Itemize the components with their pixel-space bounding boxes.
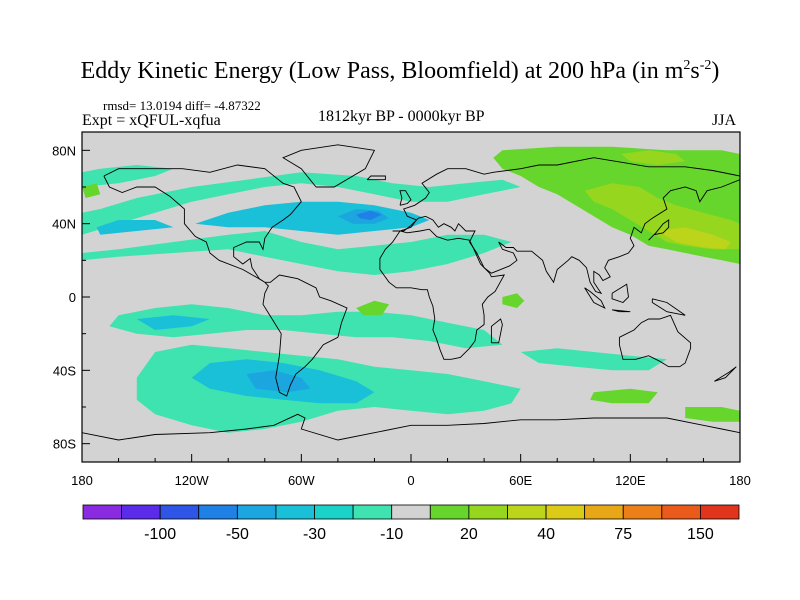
- colorbar-label: -100: [144, 526, 176, 543]
- x-tick-label: 180: [71, 473, 93, 488]
- colorbar-box: [661, 504, 701, 520]
- coastline-2: [282, 144, 376, 188]
- coastline-8: [648, 219, 670, 241]
- chart-title: Eddy Kinetic Energy (Low Pass, Bloomfiel…: [0, 58, 800, 85]
- region-north-pacific-blue: [96, 220, 174, 235]
- y-axis: 80N 40N 0 40S 80S: [52, 143, 90, 452]
- colorbar-box: [82, 504, 122, 520]
- coastline-14: [399, 190, 412, 206]
- y-tick-label: 40N: [52, 217, 76, 232]
- x-tick-label: 120W: [175, 473, 210, 488]
- colorbar-label: -10: [380, 526, 403, 543]
- coastline-1: [262, 274, 348, 397]
- region-south-atlantic-green: [356, 300, 390, 316]
- coastline-9: [82, 413, 740, 441]
- x-tick-label: 180: [729, 473, 751, 488]
- region-north-atlantic-peak: [356, 210, 382, 220]
- coastline-13: [651, 298, 686, 316]
- region-north-atlantic-band: [82, 172, 521, 235]
- x-tick-label: 60E: [509, 473, 532, 488]
- colorbar-box: [700, 504, 740, 520]
- coastline-12: [611, 283, 629, 304]
- coastline-6: [490, 318, 503, 344]
- colorbar-box: [159, 504, 200, 520]
- colorbar-box: [352, 504, 393, 520]
- colorbar-box: [236, 504, 277, 520]
- colorbar-label: 20: [460, 526, 478, 543]
- colorbar-box: [545, 504, 586, 520]
- coastline-10: [584, 287, 606, 310]
- season-label: JJA: [712, 112, 737, 129]
- colorbar-box: [507, 504, 547, 520]
- region-antarctic-green: [685, 407, 740, 422]
- coastline-15: [366, 175, 386, 181]
- colorbar-label: -30: [303, 526, 326, 543]
- contour-fill-layer: [82, 146, 740, 433]
- colorbar-label: 150: [687, 526, 714, 543]
- region-southern-ocean-min: [246, 370, 311, 393]
- x-tick-label: 120E: [615, 473, 646, 488]
- coastline-0: [103, 164, 302, 283]
- colorbar-box: [584, 504, 624, 520]
- title-sup-1: 2: [683, 58, 691, 73]
- colorbar-box: [391, 504, 431, 520]
- region-north-atlantic-core: [195, 201, 430, 235]
- colorbar-box: [121, 504, 161, 520]
- coastline-7: [618, 314, 692, 368]
- colorbar-box: [622, 504, 663, 520]
- region-pacific-max: [657, 227, 731, 250]
- y-tick-label: 0: [69, 290, 76, 305]
- colorbar-box: [429, 504, 470, 520]
- region-north-atlantic-band-b: [82, 231, 512, 275]
- region-south-indian-green: [590, 388, 658, 404]
- coastline-16: [714, 366, 737, 382]
- colorbar: [82, 504, 740, 520]
- experiment-label: Expt = xQFUL-xqfua: [82, 112, 221, 129]
- coastline-4: [392, 179, 740, 295]
- colorbar-label: 40: [537, 526, 555, 543]
- title-end: ): [711, 58, 720, 84]
- region-siberia-green: [621, 150, 686, 165]
- colorbar-box: [198, 504, 238, 520]
- stats-label: rmsd= 13.0194 diff= -4.87322: [103, 98, 261, 113]
- x-axis: 180 120W 60W 0 60E 120E 180: [71, 454, 751, 488]
- colorbar-box: [314, 504, 354, 520]
- region-north-atlantic-green-left: [82, 183, 101, 198]
- region-indian-ocean-blue: [520, 348, 667, 371]
- region-north-pacific-east: [82, 165, 174, 187]
- coastline-3: [392, 157, 740, 232]
- colorbar-label: -50: [226, 526, 249, 543]
- region-africa-east-green: [502, 293, 525, 308]
- colorbar-box: [468, 504, 508, 520]
- x-tick-label: 60W: [288, 473, 315, 488]
- title-mid: s: [690, 58, 700, 84]
- colorbar-label: 75: [614, 526, 632, 543]
- x-tick-label: 0: [407, 473, 414, 488]
- title-main: Eddy Kinetic Energy (Low Pass, Bloomfiel…: [80, 58, 684, 84]
- coastline-5: [379, 228, 506, 360]
- y-tick-label: 80N: [52, 143, 76, 158]
- colorbar-box: [275, 504, 315, 520]
- region-south-pacific-core: [136, 315, 210, 330]
- y-tick-label: 80S: [53, 437, 76, 452]
- coastline-11: [611, 309, 631, 313]
- period-label: 1812kyr BP - 0000kyr BP: [318, 108, 485, 125]
- title-sup-2: -2: [699, 58, 712, 73]
- coastline-layer: [82, 144, 740, 441]
- y-tick-label: 40S: [53, 363, 76, 378]
- colorbar-labels: -100 -50 -30 -10 20 40 75 150: [144, 526, 714, 543]
- region-south-pacific-belt: [109, 304, 503, 349]
